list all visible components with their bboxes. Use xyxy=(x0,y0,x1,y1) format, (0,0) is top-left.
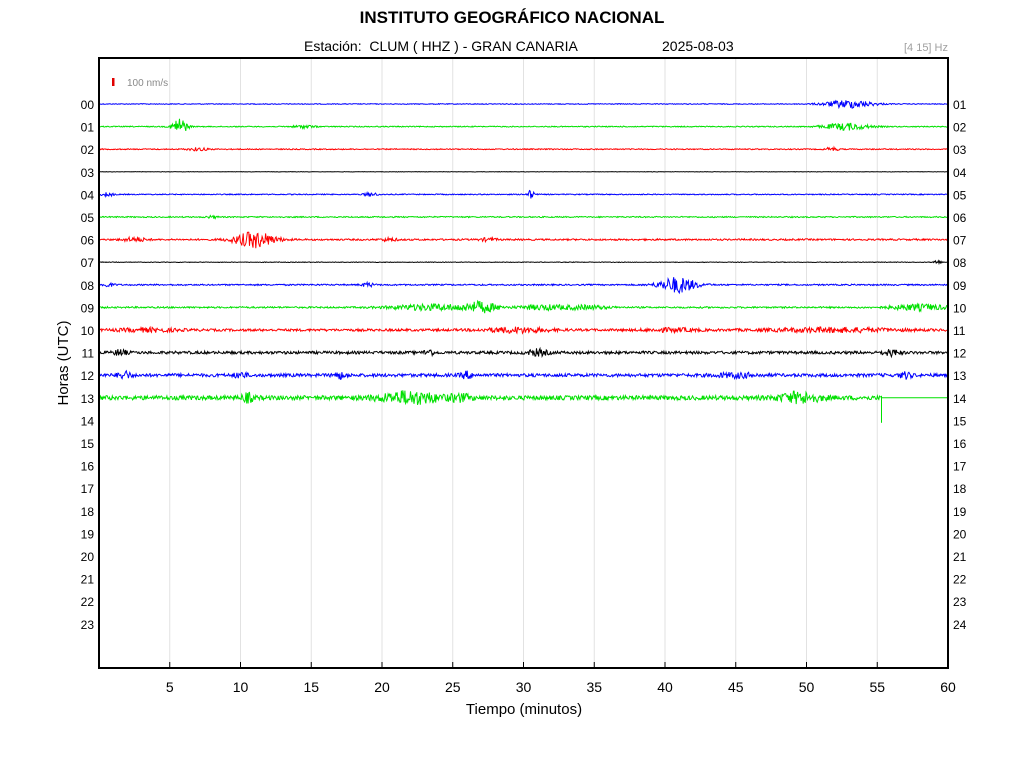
hour-label-right: 15 xyxy=(953,414,967,428)
hour-label-right: 03 xyxy=(953,143,967,157)
hour-label-right: 09 xyxy=(953,279,967,293)
hour-label-left: 09 xyxy=(81,301,95,315)
scale-bar-label: 100 nm/s xyxy=(127,78,168,89)
hour-label-left: 23 xyxy=(81,618,95,632)
hour-label-left: 07 xyxy=(81,256,95,270)
scale-bar-mark xyxy=(112,78,115,86)
hour-label-left: 18 xyxy=(81,505,95,519)
x-tick-label: 15 xyxy=(303,679,319,695)
x-tick-label: 55 xyxy=(869,679,885,695)
trace-hour-00 xyxy=(98,99,948,110)
x-tick-label: 35 xyxy=(586,679,602,695)
page-title: INSTITUTO GEOGRÁFICO NACIONAL xyxy=(359,8,665,27)
hour-label-left: 12 xyxy=(81,369,95,383)
hour-label-left: 16 xyxy=(81,460,95,474)
hour-label-left: 10 xyxy=(81,324,95,338)
hour-label-right: 08 xyxy=(953,256,967,270)
hour-label-left: 17 xyxy=(81,482,95,496)
x-tick-label: 25 xyxy=(445,679,461,695)
hour-label-left: 21 xyxy=(81,573,95,587)
hour-label-right: 23 xyxy=(953,595,967,609)
hour-label-right: 06 xyxy=(953,211,967,225)
hour-label-left: 13 xyxy=(81,392,95,406)
station-name: CLUM ( HHZ ) - GRAN CANARIA xyxy=(369,38,578,54)
trace-hour-12 xyxy=(98,369,948,381)
trace-hour-02 xyxy=(98,145,948,152)
x-axis-label: Tiempo (minutos) xyxy=(466,701,582,718)
station-subtitle: Estación: CLUM ( HHZ ) - GRAN CANARIA xyxy=(304,38,578,54)
x-tick-label: 20 xyxy=(374,679,390,695)
grid-lines xyxy=(169,59,878,667)
axis-labels: 5 10 15 20 25 30 35 40 45 50 55 60 00 01 02 03 04 05 06 07 0… xyxy=(81,98,967,695)
hour-label-right: 02 xyxy=(953,121,967,135)
trace-hour-13 xyxy=(98,390,882,406)
hour-label-right: 01 xyxy=(953,98,967,112)
trace-hour-04 xyxy=(98,189,948,199)
x-tick-label: 10 xyxy=(233,679,249,695)
hour-label-right: 18 xyxy=(953,482,967,496)
hour-label-right: 04 xyxy=(953,166,967,180)
x-tick-label: 50 xyxy=(799,679,815,695)
hour-label-left: 02 xyxy=(81,143,95,157)
x-tick-label: 30 xyxy=(516,679,532,695)
filter-band: [4 15] Hz xyxy=(903,42,948,54)
hour-label-left: 14 xyxy=(81,414,95,428)
trace-hour-06 xyxy=(98,231,948,249)
hour-label-left: 06 xyxy=(81,234,95,248)
hour-label-left: 11 xyxy=(82,347,95,361)
trace-hour-07 xyxy=(98,259,948,266)
seismic-traces xyxy=(98,99,948,423)
hour-label-left: 04 xyxy=(81,188,95,202)
hour-label-right: 05 xyxy=(953,188,967,202)
station-label: Estación: xyxy=(304,38,362,54)
hour-label-right: 19 xyxy=(953,505,967,519)
trace-hour-09 xyxy=(98,299,948,314)
x-tick-label: 45 xyxy=(728,679,744,695)
x-tick-label: 40 xyxy=(657,679,673,695)
trace-hour-01 xyxy=(98,118,948,132)
hour-label-right: 12 xyxy=(953,347,967,361)
hour-label-right: 07 xyxy=(953,234,967,248)
y-axis-label: Horas (UTC) xyxy=(55,320,72,405)
hour-label-right: 13 xyxy=(953,369,967,383)
hour-label-right: 17 xyxy=(953,460,967,474)
x-tick-label: 60 xyxy=(940,679,956,695)
trace-hour-08 xyxy=(98,277,948,295)
hour-label-right: 22 xyxy=(953,573,967,587)
hour-label-left: 03 xyxy=(81,166,95,180)
hour-label-left: 08 xyxy=(81,279,95,293)
hour-label-left: 20 xyxy=(81,550,95,564)
hour-label-right: 10 xyxy=(953,301,967,315)
hour-label-right: 24 xyxy=(953,618,967,632)
hour-label-right: 20 xyxy=(953,527,967,541)
hour-label-left: 05 xyxy=(81,211,95,225)
record-date: 2025-08-03 xyxy=(662,38,734,54)
hour-label-left: 15 xyxy=(81,437,95,451)
trace-hour-11 xyxy=(98,346,948,359)
trace-hour-10 xyxy=(98,325,948,335)
hour-label-right: 16 xyxy=(953,437,967,451)
trace-hour-05 xyxy=(98,214,948,220)
hour-label-left: 22 xyxy=(81,595,95,609)
hour-label-right: 14 xyxy=(953,392,967,406)
hour-label-right: 11 xyxy=(953,324,966,338)
hour-label-left: 01 xyxy=(81,121,95,135)
hour-label-left: 00 xyxy=(81,98,95,112)
hour-label-right: 21 xyxy=(953,550,967,564)
hour-label-left: 19 xyxy=(81,527,95,541)
x-tick-label: 5 xyxy=(166,679,174,695)
